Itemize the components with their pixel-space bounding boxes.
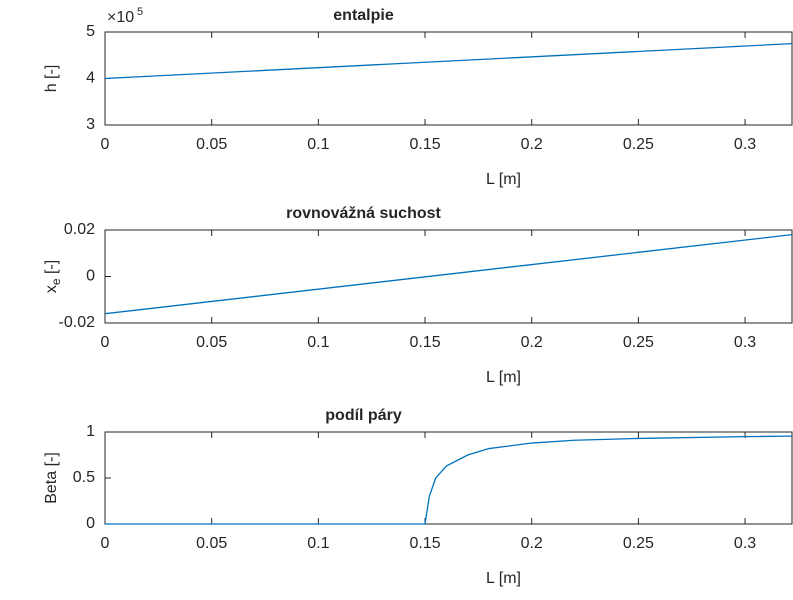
y-label-rest: [-] — [43, 260, 60, 279]
y-axis-label: h [-] — [43, 65, 60, 93]
data-line — [104, 42, 793, 80]
y-axis-label: Beta [-] — [43, 452, 60, 504]
chart-title: podíl páry — [325, 407, 402, 424]
x-tick-label: 0.05 — [196, 136, 227, 153]
x-tick-label: 0.3 — [734, 334, 756, 351]
chart-title: rovnovážná suchost — [286, 205, 441, 222]
y-tick-label: 1 — [86, 423, 95, 440]
y-tick-label: 0 — [86, 268, 95, 285]
x-tick-label: 0.1 — [307, 535, 329, 552]
y-label-sub: e — [49, 278, 63, 285]
x-tick-label: 0.25 — [623, 535, 654, 552]
x-tick-label: 0.2 — [521, 535, 543, 552]
x-tick-label: 0 — [101, 535, 110, 552]
axes-box — [104, 431, 793, 525]
x-tick-label: 0.15 — [409, 136, 440, 153]
y-label-main: x — [43, 285, 60, 293]
y-tick-label: 0 — [86, 515, 95, 532]
axes-box — [104, 31, 793, 126]
x-tick-label: 0.25 — [623, 136, 654, 153]
y-tick-label: -0.02 — [59, 314, 96, 331]
x-axis-label: L [m] — [486, 369, 521, 386]
x-tick-label: 0.15 — [409, 535, 440, 552]
y-tick-label: 0.5 — [73, 469, 95, 486]
x-tick-label: 0 — [101, 334, 110, 351]
axes-box — [104, 229, 793, 324]
x-tick-label: 0 — [101, 136, 110, 153]
chart-title: entalpie — [333, 7, 394, 24]
x-tick-label: 0.25 — [623, 334, 654, 351]
y-tick-label: 5 — [86, 23, 95, 40]
x-tick-label: 0.05 — [196, 535, 227, 552]
y-multiplier-exp: 5 — [137, 6, 143, 18]
x-tick-label: 0.3 — [734, 535, 756, 552]
x-tick-label: 0.1 — [307, 334, 329, 351]
y-tick-label: 4 — [86, 70, 95, 87]
x-axis-label: L [m] — [486, 171, 521, 188]
data-line — [105, 435, 793, 525]
x-tick-label: 0.3 — [734, 136, 756, 153]
data-line — [104, 234, 793, 315]
y-tick-label: 0.02 — [64, 221, 95, 238]
y-multiplier: ×10 — [107, 9, 134, 26]
x-axis-label: L [m] — [486, 570, 521, 587]
x-tick-label: 0.1 — [307, 136, 329, 153]
x-tick-label: 0.15 — [409, 334, 440, 351]
y-axis-label: xe [-] — [43, 260, 63, 293]
x-tick-label: 0.2 — [521, 136, 543, 153]
x-tick-label: 0.05 — [196, 334, 227, 351]
x-tick-label: 0.2 — [521, 334, 543, 351]
y-tick-label: 3 — [86, 116, 95, 133]
